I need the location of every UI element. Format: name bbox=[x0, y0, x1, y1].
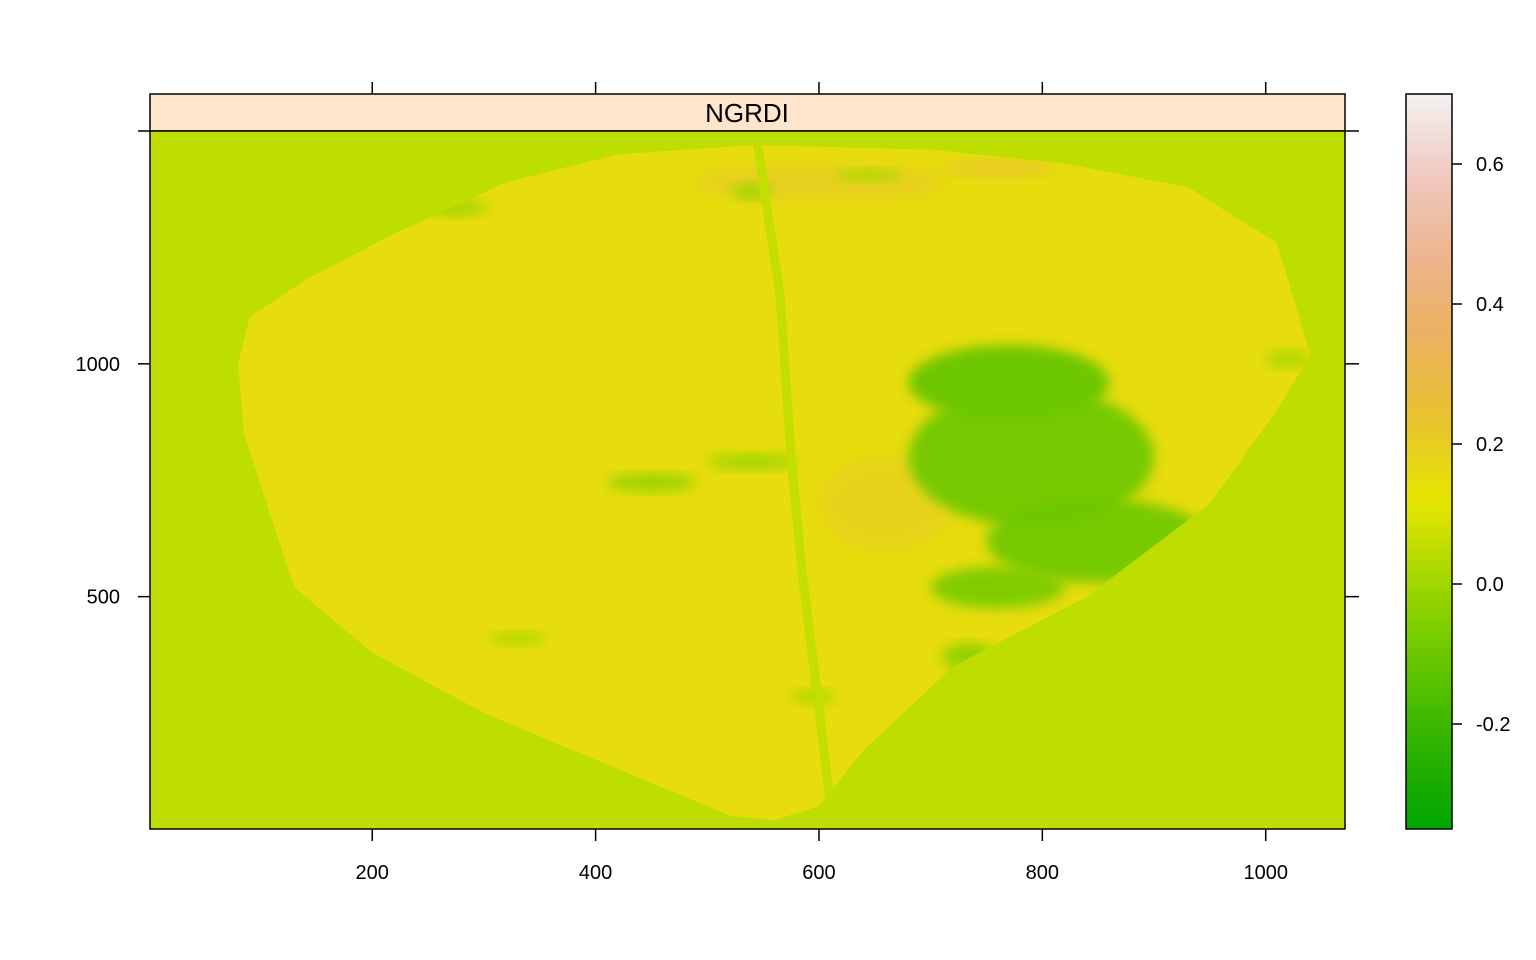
colorbar-tick-label: 0.6 bbox=[1476, 154, 1504, 176]
low-value-patch bbox=[930, 566, 1065, 609]
low-value-patch bbox=[707, 453, 797, 470]
leaf-layer bbox=[238, 145, 1311, 821]
x-tick-label: 600 bbox=[802, 862, 835, 884]
leaf-midrib bbox=[753, 145, 835, 806]
leaf-patches bbox=[424, 145, 1311, 806]
colorbar bbox=[1405, 93, 1453, 830]
colorbar-ticks: -0.2 0.0 0.2 0.4 0.6 bbox=[1452, 154, 1510, 736]
colorbar-tick-label: 0.4 bbox=[1476, 294, 1504, 316]
colorbar-tick-label: 0.2 bbox=[1476, 434, 1504, 456]
y-tick-label: 1000 bbox=[76, 354, 121, 376]
x-tick-label: 400 bbox=[579, 862, 612, 884]
leaf-region bbox=[238, 145, 1311, 821]
y-tick-label: 500 bbox=[87, 587, 120, 609]
low-value-patch bbox=[489, 632, 546, 646]
low-value-patch bbox=[908, 387, 1155, 527]
high-value-patch bbox=[696, 163, 942, 201]
x-tick-label: 800 bbox=[1026, 862, 1059, 884]
x-tick-label: 200 bbox=[356, 862, 389, 884]
panel-strip-title: NGRDI bbox=[705, 98, 789, 128]
raster-panel bbox=[150, 131, 1345, 829]
x-tick-label: 1000 bbox=[1243, 862, 1288, 884]
panel-frame bbox=[149, 130, 1346, 830]
high-value-patch bbox=[941, 159, 1054, 177]
colorbar-tick-label: -0.2 bbox=[1476, 714, 1510, 736]
panel-strip bbox=[149, 93, 1346, 132]
colorbar-tick-label: 0.0 bbox=[1476, 574, 1504, 596]
low-value-patch bbox=[835, 168, 903, 182]
low-value-patch bbox=[1265, 349, 1311, 369]
low-value-patch bbox=[606, 473, 697, 492]
axis-ticks: 200 400 600 800 1000 500 1000 bbox=[76, 82, 1359, 884]
